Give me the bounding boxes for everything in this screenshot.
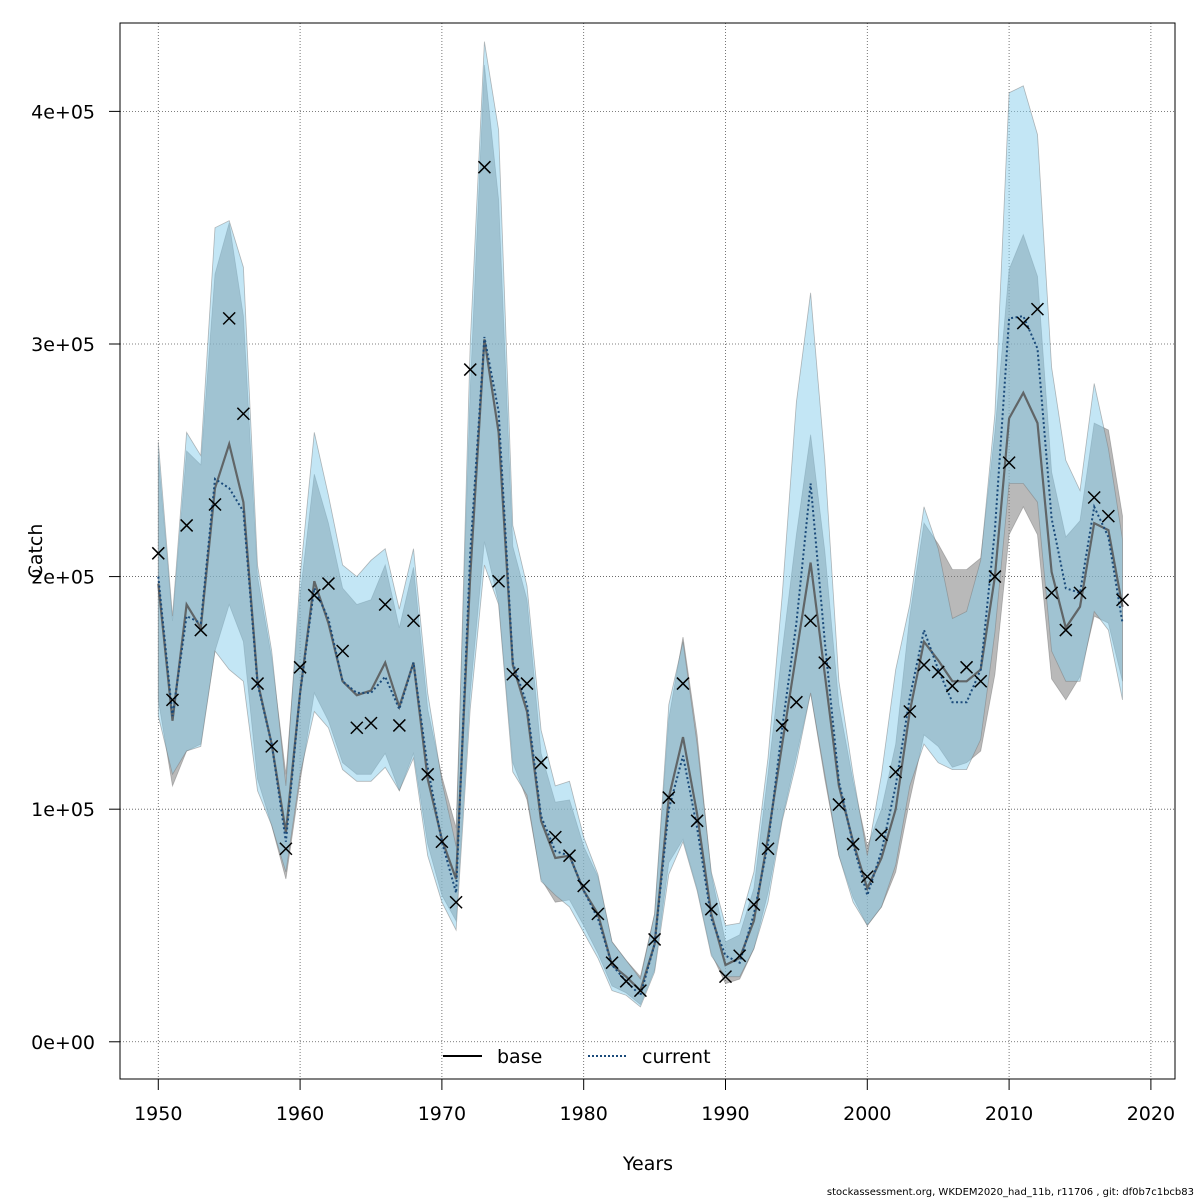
footer-text: stockassessment.org, WKDEM2020_had_11b, … bbox=[826, 1187, 1194, 1198]
obs-marker-1961 bbox=[307, 588, 321, 602]
obs-marker-1962 bbox=[321, 577, 335, 591]
obs-marker-1976 bbox=[520, 677, 534, 691]
y-tick-label-1e+05: 1e+05 bbox=[31, 799, 95, 821]
obs-marker-2003 bbox=[903, 704, 917, 719]
obs-marker-1969 bbox=[421, 767, 435, 781]
obs-marker-1979 bbox=[562, 849, 577, 863]
obs-marker-2011 bbox=[1016, 316, 1030, 330]
band-current bbox=[157, 41, 1123, 1008]
obs-marker-2013 bbox=[1045, 586, 1059, 600]
obs-marker-1987 bbox=[676, 677, 690, 691]
obs-marker-1964 bbox=[350, 721, 364, 735]
x-axis: 1950 1960 1970 1980 1990 2000 2010 2020 bbox=[134, 1078, 1175, 1125]
obs-marker-1988 bbox=[690, 814, 704, 828]
x-tick-label-1960: 1960 bbox=[276, 1103, 324, 1125]
obs-marker-1959 bbox=[279, 842, 293, 856]
obs-marker-1958 bbox=[265, 739, 279, 753]
obs-marker-1954 bbox=[208, 497, 222, 512]
x-axis-title: Years bbox=[622, 1153, 673, 1175]
confidence-bands bbox=[157, 41, 1123, 1008]
obs-marker-1971 bbox=[449, 895, 463, 909]
obs-marker-1955 bbox=[222, 311, 236, 325]
obs-marker-2002 bbox=[889, 765, 903, 779]
obs-marker-1970 bbox=[435, 835, 449, 849]
x-tick-label-1970: 1970 bbox=[418, 1103, 466, 1125]
obs-marker-1997 bbox=[818, 656, 832, 670]
obs-marker-1950 bbox=[151, 546, 165, 560]
obs-marker-1956 bbox=[236, 407, 250, 421]
obs-marker-2015 bbox=[1073, 586, 1087, 600]
x-tick-label-1950: 1950 bbox=[134, 1103, 182, 1125]
y-tick-label-4e+05: 4e+05 bbox=[31, 101, 95, 123]
observation-markers bbox=[151, 160, 1130, 998]
obs-marker-1978 bbox=[548, 830, 562, 844]
y-tick-label-3e+05: 3e+05 bbox=[31, 334, 95, 356]
obs-marker-1975 bbox=[506, 667, 520, 681]
obs-marker-1983 bbox=[619, 974, 633, 988]
obs-marker-1992 bbox=[747, 898, 761, 912]
obs-marker-1957 bbox=[251, 677, 265, 691]
x-tick-label-2020: 2020 bbox=[1127, 1103, 1175, 1125]
obs-marker-1953 bbox=[194, 623, 208, 637]
x-tick-label-1980: 1980 bbox=[560, 1103, 608, 1125]
obs-marker-1990 bbox=[718, 970, 733, 984]
obs-marker-1967 bbox=[392, 718, 406, 732]
obs-marker-2008 bbox=[974, 674, 988, 688]
obs-marker-1993 bbox=[761, 842, 775, 856]
obs-marker-1965 bbox=[364, 716, 378, 730]
obs-marker-1984 bbox=[633, 984, 647, 998]
obs-marker-2018 bbox=[1115, 593, 1130, 607]
obs-marker-1981 bbox=[591, 907, 605, 921]
obs-marker-2006 bbox=[945, 679, 959, 693]
obs-marker-1982 bbox=[605, 956, 619, 970]
obs-marker-1995 bbox=[789, 695, 803, 709]
x-tick-label-2000: 2000 bbox=[843, 1103, 891, 1125]
x-tick-label-2010: 2010 bbox=[985, 1103, 1033, 1125]
obs-marker-2001 bbox=[874, 828, 889, 842]
obs-marker-2012 bbox=[1030, 302, 1044, 316]
legend-base-label: base bbox=[497, 1046, 542, 1068]
obs-marker-1968 bbox=[406, 614, 421, 628]
band-base bbox=[157, 64, 1123, 1006]
obs-marker-2007 bbox=[960, 660, 974, 674]
obs-marker-2009 bbox=[988, 570, 1002, 584]
series-line-current bbox=[157, 314, 1124, 998]
obs-marker-1999 bbox=[846, 837, 860, 851]
x-tick-label-1990: 1990 bbox=[701, 1103, 749, 1125]
y-axis: 0e+00 1e+05 2e+05 3e+05 4e+05 bbox=[31, 101, 121, 1054]
obs-marker-1989 bbox=[704, 902, 718, 916]
obs-marker-1994 bbox=[775, 718, 789, 732]
obs-marker-1963 bbox=[336, 644, 350, 658]
obs-marker-2017 bbox=[1101, 509, 1115, 523]
obs-marker-2005 bbox=[931, 665, 945, 679]
obs-marker-1980 bbox=[577, 879, 591, 893]
obs-marker-2000 bbox=[860, 870, 874, 884]
y-tick-label-0e+00: 0e+00 bbox=[31, 1032, 95, 1054]
obs-marker-1986 bbox=[662, 791, 676, 805]
legend-current-label: current bbox=[642, 1046, 711, 1068]
obs-marker-1973 bbox=[477, 160, 491, 174]
obs-marker-1960 bbox=[293, 660, 307, 674]
obs-marker-1977 bbox=[534, 756, 548, 770]
obs-marker-1952 bbox=[180, 518, 194, 532]
obs-marker-2014 bbox=[1059, 623, 1073, 637]
obs-marker-1966 bbox=[378, 597, 392, 612]
obs-marker-1974 bbox=[492, 574, 506, 588]
obs-marker-1972 bbox=[463, 363, 477, 377]
obs-marker-1998 bbox=[832, 798, 846, 812]
obs-marker-2016 bbox=[1087, 490, 1101, 505]
obs-marker-1985 bbox=[648, 932, 662, 946]
obs-marker-1951 bbox=[165, 693, 179, 707]
y-axis-title: Catch bbox=[25, 524, 47, 579]
obs-marker-2004 bbox=[917, 658, 931, 672]
obs-marker-2010 bbox=[1002, 456, 1016, 470]
legend: base current bbox=[443, 1046, 711, 1068]
y-tick-label-2e+05: 2e+05 bbox=[31, 567, 95, 589]
obs-marker-1991 bbox=[733, 949, 747, 963]
obs-marker-1996 bbox=[804, 614, 818, 628]
